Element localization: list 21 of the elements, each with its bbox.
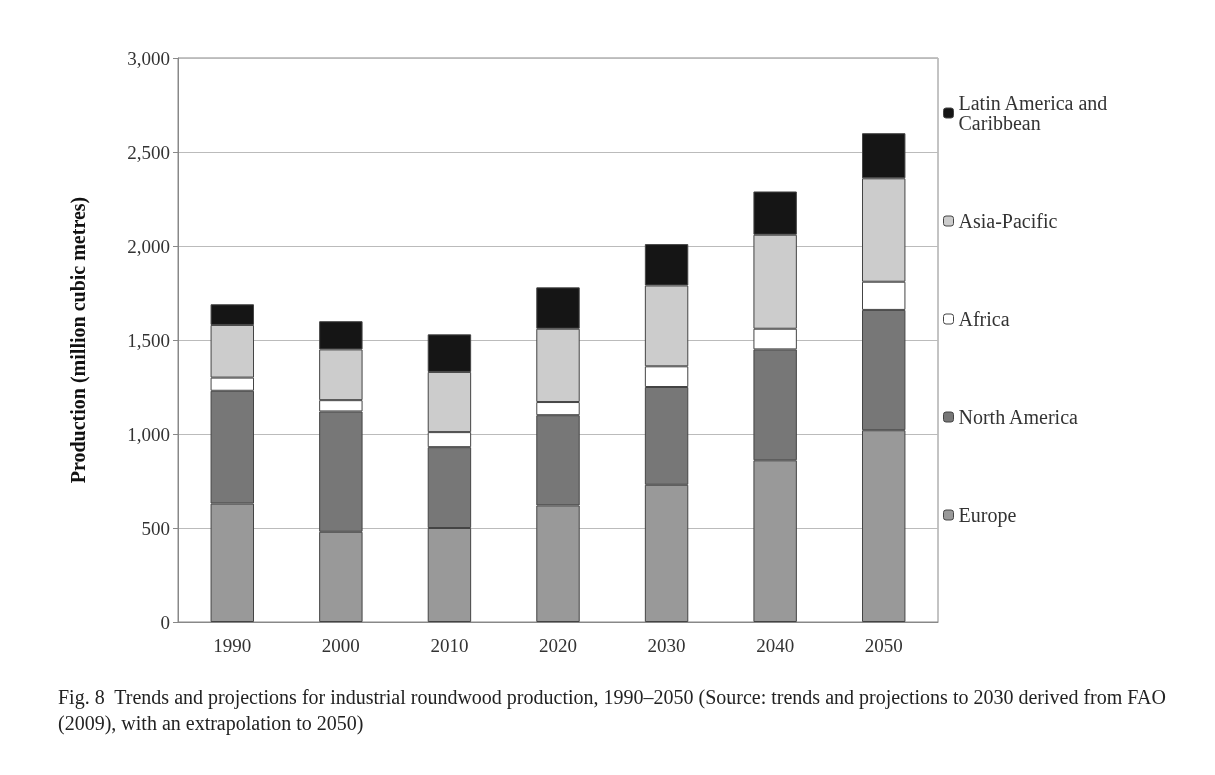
legend-label: Africa <box>958 308 1010 330</box>
caption: Fig. 8 Trends and projections for industrial roundwood production, 1990–2050 (Source: trends and projections to 2030 derived from FAO (2009), with an extrapolation to 2050) <box>58 686 1171 735</box>
y-tick-label: 0 <box>160 611 170 633</box>
x-tick-label: 2010 <box>430 635 469 656</box>
x-tick-label: 2030 <box>647 635 686 656</box>
x-tick-label: 2050 <box>864 635 903 656</box>
y-tick-label: 2,000 <box>127 235 170 257</box>
legend-label: North America <box>958 406 1079 428</box>
x-tick-label: 1990 <box>213 635 252 656</box>
x-tick-label: 2000 <box>321 635 360 656</box>
legend-label: Asia-Pacific <box>958 210 1058 232</box>
legend-label: Europe <box>958 504 1017 527</box>
x-tick-label: 2040 <box>756 635 795 656</box>
y-tick-label: 500 <box>141 517 170 539</box>
y-tick-label: 1,000 <box>127 423 170 445</box>
legend-label: Latin America and Caribbean <box>958 92 1113 134</box>
y-axis-title: Production (million cubic metres) <box>67 196 90 484</box>
y-tick-label: 2,500 <box>127 141 170 163</box>
y-tick-label: 3,000 <box>127 47 170 69</box>
x-tick-label: 2020 <box>539 635 577 656</box>
y-tick-label: 1,500 <box>127 329 170 351</box>
